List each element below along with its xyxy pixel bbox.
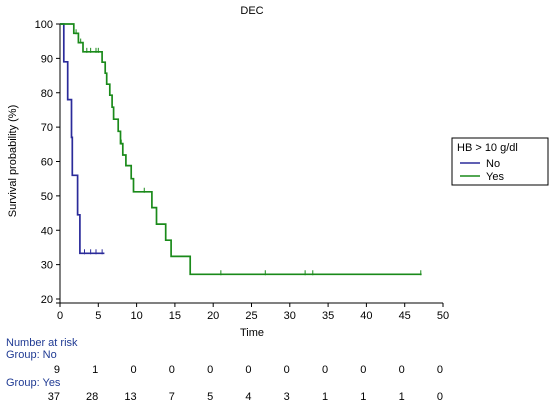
y-tick-label: 100 — [35, 19, 53, 31]
y-tick-label: 40 — [41, 225, 53, 237]
legend-label-yes: Yes — [486, 171, 504, 183]
x-tick-label: 20 — [207, 310, 219, 322]
risk-count-yes: 7 — [169, 391, 175, 403]
x-tick-label: 40 — [360, 310, 372, 322]
risk-count-yes: 1 — [360, 391, 366, 403]
y-tick-label: 20 — [41, 294, 53, 306]
legend-title: HB > 10 g/dl — [457, 142, 518, 154]
risk-group-label-yes: Group: Yes — [6, 377, 61, 389]
number-at-risk-table: Number at risk Group: No Group: Yes 9 1 0 0… — [6, 337, 443, 403]
risk-count-yes: 1 — [322, 391, 328, 403]
risk-count-no: 1 — [92, 364, 98, 376]
survival-curve-no — [60, 23, 105, 255]
survival-curves — [60, 23, 422, 276]
risk-count-yes: 37 — [48, 391, 60, 403]
risk-count-no: 0 — [399, 364, 405, 376]
risk-count-yes: 4 — [245, 391, 251, 403]
x-tick-label: 15 — [169, 310, 181, 322]
risk-count-yes: 13 — [124, 391, 136, 403]
risk-counts: 9 1 0 0 0 0 0 0 0 0 0 37 28 13 7 5 4 3 1 1 1 0 — [48, 364, 443, 403]
risk-count-no: 0 — [284, 364, 290, 376]
risk-count-yes: 1 — [399, 391, 405, 403]
risk-count-no: 0 — [169, 364, 175, 376]
legend-box — [451, 137, 549, 186]
x-tick-label: 0 — [57, 310, 63, 322]
x-tick-label: 25 — [245, 310, 257, 322]
risk-count-no: 0 — [437, 364, 443, 376]
y-tick-label: 80 — [41, 88, 53, 100]
legend-label-no: No — [486, 158, 500, 170]
x-tick-label: 50 — [437, 310, 449, 322]
risk-count-no: 0 — [322, 364, 328, 376]
x-tick-label: 30 — [284, 310, 296, 322]
y-tick-label: 30 — [41, 260, 53, 272]
risk-table-title: Number at risk — [6, 337, 78, 349]
x-tick-label: 45 — [399, 310, 411, 322]
survival-curve-yes — [60, 23, 422, 276]
risk-count-no: 9 — [54, 364, 60, 376]
risk-count-yes: 5 — [207, 391, 213, 403]
x-axis-title: Time — [240, 327, 264, 339]
y-tick-label: 90 — [41, 53, 53, 65]
risk-count-no: 0 — [207, 364, 213, 376]
y-tick-label: 60 — [41, 157, 53, 169]
y-axis-title: Survival probability (%) — [7, 105, 19, 217]
y-axis-ticks: 20 30 40 50 60 70 80 90 100 — [35, 19, 60, 306]
y-tick-label: 50 — [41, 191, 53, 203]
risk-count-yes: 0 — [437, 391, 443, 403]
risk-count-no: 0 — [130, 364, 136, 376]
plot-axes — [56, 24, 443, 304]
chart-title: DEC — [240, 5, 263, 17]
y-tick-label: 70 — [41, 122, 53, 134]
legend: HB > 10 g/dl No Yes — [451, 137, 549, 186]
risk-count-yes: 28 — [86, 391, 98, 403]
x-tick-label: 10 — [130, 310, 142, 322]
risk-count-no: 0 — [360, 364, 366, 376]
x-tick-label: 5 — [95, 310, 101, 322]
x-axis-ticks: 0 5 10 15 20 25 30 35 40 45 50 — [57, 303, 449, 322]
risk-count-yes: 3 — [284, 391, 290, 403]
x-tick-label: 35 — [322, 310, 334, 322]
risk-count-no: 0 — [245, 364, 251, 376]
risk-group-label-no: Group: No — [6, 349, 57, 361]
